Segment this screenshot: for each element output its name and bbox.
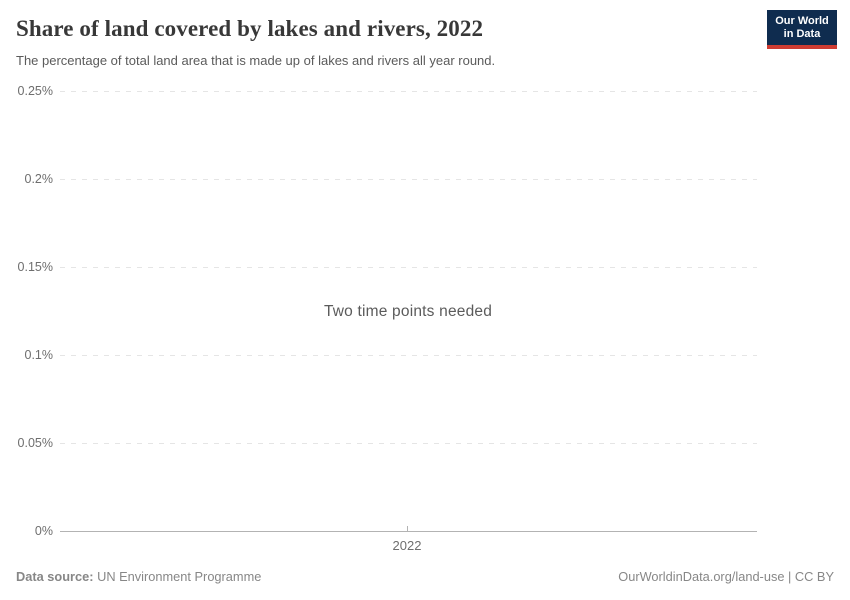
chart-empty-message: Two time points needed	[323, 303, 493, 320]
y-axis-tick-label: 0.25%	[17, 84, 53, 98]
owid-logo-text-line2: in Data	[783, 27, 821, 40]
owid-logo-text-line1: Our World	[775, 14, 829, 27]
data-source: Data source: UN Environment Programme	[16, 569, 261, 584]
y-axis-tick-label: 0.1%	[24, 348, 54, 362]
owid-logo[interactable]: Our World in Data	[767, 10, 837, 49]
y-axis-tick-label: 0.15%	[17, 260, 53, 274]
x-axis-tick	[407, 526, 408, 531]
data-source-value: UN Environment Programme	[93, 569, 262, 584]
page-subtitle: The percentage of total land area that i…	[16, 53, 496, 68]
y-axis-tick-label: 0%	[34, 524, 53, 538]
gridline	[60, 179, 757, 180]
y-axis-tick-label: 0.2%	[24, 172, 54, 186]
gridline	[60, 267, 757, 268]
x-axis-tick-label: 2022	[392, 538, 422, 553]
y-axis-tick-label: 0.05%	[17, 436, 53, 450]
gridline	[60, 91, 757, 92]
gridline	[60, 355, 757, 356]
chart-footer: Data source: UN Environment Programme Ou…	[16, 569, 834, 584]
x-axis-line	[60, 531, 757, 532]
page-title: Share of land covered by lakes and river…	[16, 16, 484, 41]
data-source-label: Data source:	[16, 569, 94, 584]
gridline	[60, 443, 757, 444]
license-link[interactable]: OurWorldinData.org/land-use | CC BY	[618, 569, 834, 584]
